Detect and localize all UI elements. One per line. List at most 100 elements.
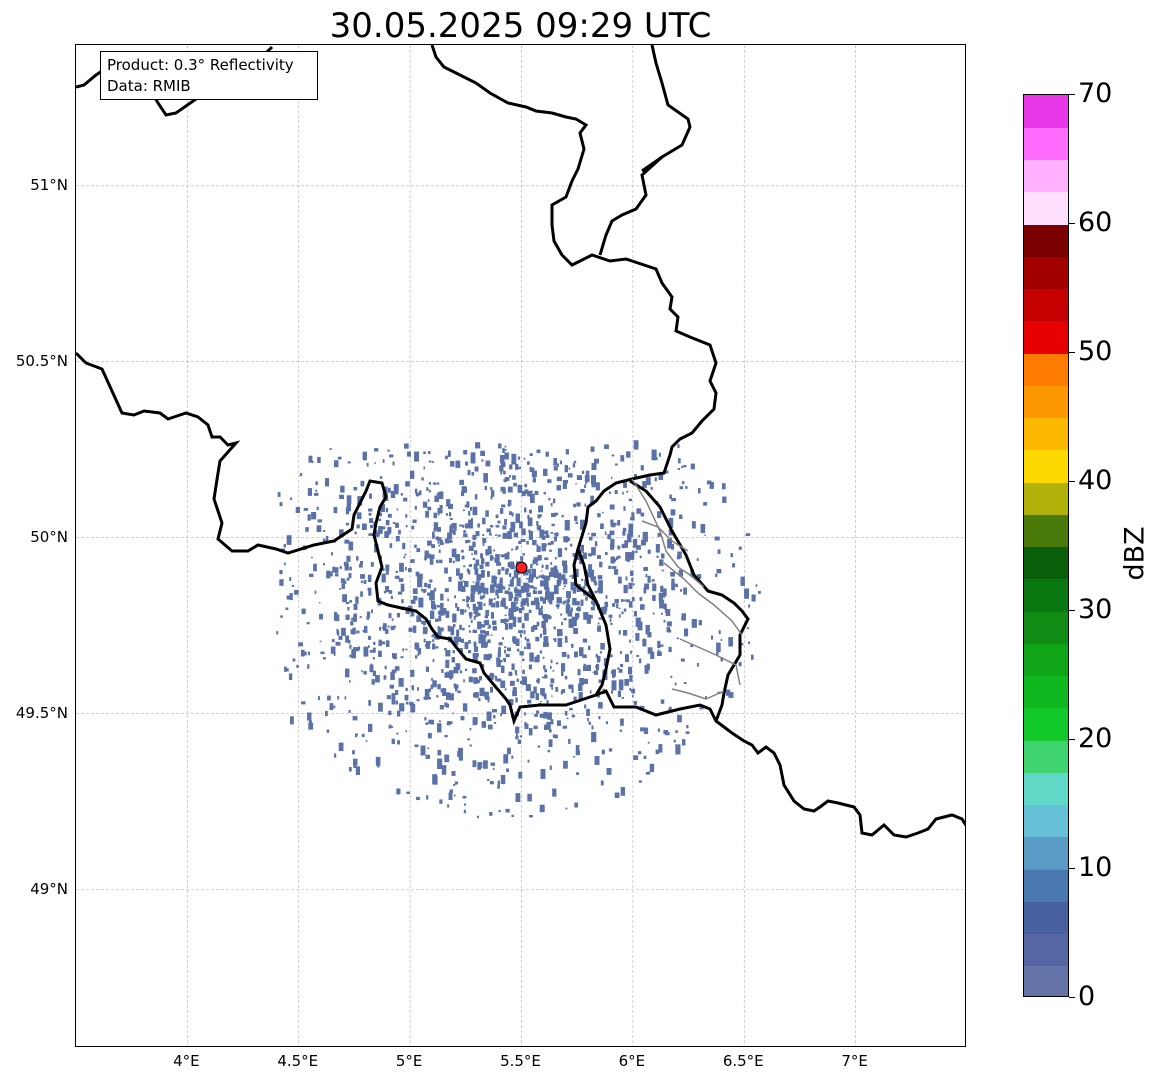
echo-pixel xyxy=(498,534,501,537)
echo-pixel xyxy=(610,519,614,526)
echo-pixel xyxy=(604,444,609,449)
echo-pixel xyxy=(681,465,684,468)
echo-pixel xyxy=(400,493,403,496)
border-limburg xyxy=(598,155,664,256)
echo-pixel xyxy=(389,684,394,689)
echo-pixel xyxy=(504,477,510,481)
echo-pixel xyxy=(547,749,550,753)
echo-pixel xyxy=(416,796,420,801)
echo-pixel xyxy=(536,548,540,552)
echo-pixel xyxy=(398,578,404,582)
echo-pixel xyxy=(346,495,352,504)
echo-pixel xyxy=(480,553,483,559)
echo-pixel xyxy=(528,577,534,583)
region-borders xyxy=(631,478,743,700)
echo-pixel xyxy=(527,517,533,527)
echo-pixel xyxy=(745,533,751,536)
echo-pixel xyxy=(496,562,501,566)
echo-pixel xyxy=(454,526,457,531)
echo-pixel xyxy=(499,577,503,584)
radar-map[interactable] xyxy=(75,44,966,1047)
colorbar-segment xyxy=(1024,836,1068,870)
echo-pixel xyxy=(317,696,320,701)
echo-pixel xyxy=(374,448,379,452)
echo-pixel xyxy=(484,615,489,619)
echo-pixel xyxy=(424,627,428,633)
echo-pixel xyxy=(439,609,445,616)
echo-pixel xyxy=(362,523,367,530)
echo-pixel xyxy=(671,582,675,591)
echo-pixel xyxy=(307,514,311,521)
echo-pixel xyxy=(478,601,483,610)
echo-pixel xyxy=(559,629,563,634)
echo-pixel xyxy=(391,699,396,705)
echo-pixel xyxy=(500,713,502,717)
colorbar-tick-mark xyxy=(1069,94,1075,95)
echo-pixel xyxy=(543,613,548,623)
echo-pixel xyxy=(401,599,404,604)
echo-pixel xyxy=(594,670,598,675)
echo-pixel xyxy=(498,810,501,813)
echo-pixel xyxy=(588,564,593,571)
lon-tick-label: 4°E xyxy=(173,1052,200,1070)
echo-pixel xyxy=(635,617,641,627)
echo-pixel xyxy=(496,595,500,599)
echo-pixel xyxy=(428,719,431,724)
echo-pixel xyxy=(517,484,523,493)
echo-pixel xyxy=(508,593,513,599)
echo-pixel xyxy=(728,692,734,698)
echo-pixel xyxy=(468,676,473,683)
echo-pixel xyxy=(508,610,514,620)
echo-pixel xyxy=(423,451,426,454)
echo-pixel xyxy=(647,575,651,583)
echo-pixel xyxy=(441,669,444,673)
echo-pixel xyxy=(553,626,556,630)
echo-pixel xyxy=(665,732,670,736)
echo-pixel xyxy=(427,540,432,546)
echo-pixel xyxy=(564,520,570,531)
echo-pixel xyxy=(395,488,399,495)
echo-pixel xyxy=(481,570,485,578)
echo-pixel xyxy=(521,528,526,536)
echo-pixel xyxy=(573,503,576,508)
echo-pixel xyxy=(586,708,590,716)
echo-pixel xyxy=(404,694,409,701)
echo-pixel xyxy=(303,651,307,656)
colorbar-tick-label: 50 xyxy=(1078,336,1113,367)
echo-pixel xyxy=(682,739,686,746)
echo-pixel xyxy=(468,564,472,567)
colorbar-segment xyxy=(1024,578,1068,612)
echo-pixel xyxy=(373,647,376,653)
echo-pixel xyxy=(570,582,575,591)
echo-pixel xyxy=(482,538,487,543)
echo-pixel xyxy=(334,614,340,622)
echo-pixel xyxy=(598,588,603,594)
echo-pixel xyxy=(541,543,547,552)
echo-pixel xyxy=(372,657,375,660)
echo-pixel xyxy=(473,692,477,698)
colorbar-segment xyxy=(1024,901,1068,934)
echo-pixel xyxy=(548,497,551,501)
echo-pixel xyxy=(339,529,344,537)
echo-pixel xyxy=(474,550,478,555)
echo-pixel xyxy=(505,569,509,575)
echo-pixel xyxy=(591,725,594,730)
echo-pixel xyxy=(455,663,461,670)
echo-pixel xyxy=(617,520,621,526)
echo-pixel xyxy=(511,512,514,517)
echo-pixel xyxy=(492,620,497,625)
echo-pixel xyxy=(434,587,437,592)
echo-pixel xyxy=(423,638,426,643)
echo-pixel xyxy=(618,580,622,584)
echo-pixel xyxy=(670,509,676,516)
echo-pixel xyxy=(598,617,602,620)
echo-pixel xyxy=(475,442,481,449)
echo-pixel xyxy=(533,571,536,575)
echo-pixel xyxy=(371,609,373,614)
colorbar-segment xyxy=(1024,127,1068,160)
echo-pixel xyxy=(333,705,336,709)
echo-pixel xyxy=(449,558,453,563)
echo-pixel xyxy=(305,527,309,532)
echo-pixel xyxy=(470,593,475,602)
echo-pixel xyxy=(679,486,683,490)
